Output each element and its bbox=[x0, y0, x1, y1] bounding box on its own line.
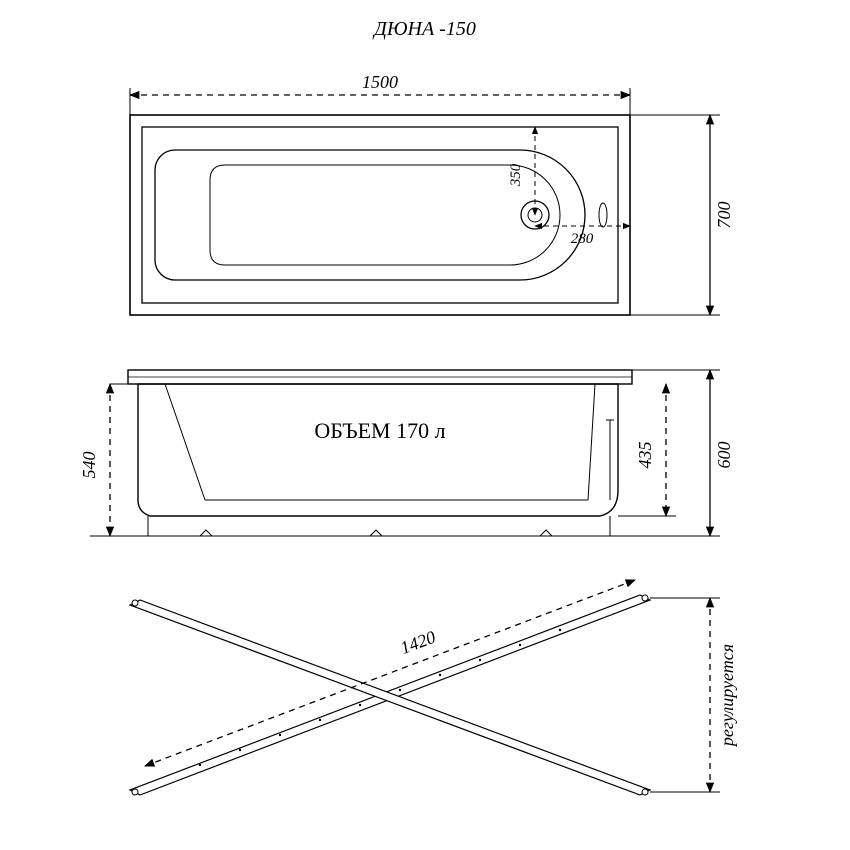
dim-width: 700 bbox=[714, 202, 734, 229]
dim-drain-x: 280 bbox=[571, 231, 594, 247]
frame-view: 1420 регулируется bbox=[116, 503, 737, 795]
volume-label: ОБЪЕМ 170 л bbox=[314, 418, 445, 443]
dim-frame-adjustable: регулируется bbox=[717, 644, 737, 748]
top-view: 1500 350 280 700 bbox=[130, 72, 734, 315]
technical-drawing: 1500 350 280 700 bbox=[0, 0, 850, 850]
diagram-title: ДЮНА -150 bbox=[0, 18, 850, 41]
side-view: ОБЪЕМ 170 л 540 435 600 bbox=[79, 370, 734, 536]
dim-inner-height: 435 bbox=[635, 442, 655, 469]
dim-frame-length: 1420 bbox=[398, 627, 439, 658]
dim-side-height: 540 bbox=[79, 452, 99, 479]
dim-drain-y: 350 bbox=[508, 163, 524, 187]
dim-length: 1500 bbox=[362, 72, 398, 92]
dim-total-height: 600 bbox=[714, 442, 734, 469]
